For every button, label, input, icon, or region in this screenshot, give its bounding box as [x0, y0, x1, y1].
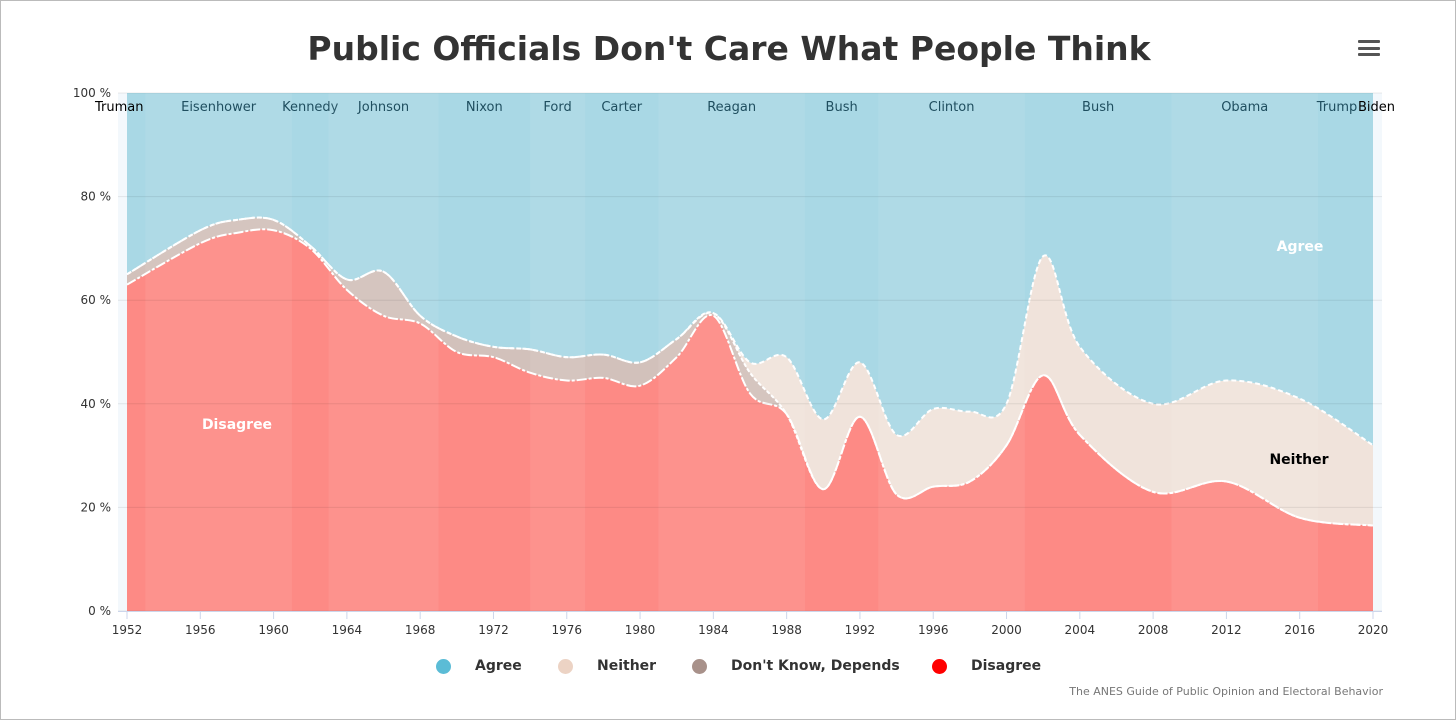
label-neither: Neither — [1269, 452, 1328, 468]
president-label: Johnson — [357, 100, 409, 115]
y-tick-label: 80 % — [81, 190, 112, 204]
menu-icon[interactable] — [1358, 40, 1380, 58]
y-tick-label: 20 % — [81, 500, 112, 514]
x-tick-label: 1972 — [478, 623, 509, 637]
series-line-neither — [126, 216, 1374, 447]
x-tick-label: 1968 — [405, 623, 436, 637]
president-band — [328, 93, 439, 611]
president-label: Reagan — [707, 100, 756, 115]
series-line-dont-know — [126, 216, 1374, 527]
area-agree — [127, 93, 1373, 446]
legend-label: Agree — [475, 658, 522, 674]
x-tick-label: 2012 — [1211, 623, 1242, 637]
y-tick-label: 100 % — [73, 86, 111, 100]
president-label: Ford — [543, 100, 571, 115]
series-line-disagree — [126, 228, 1374, 527]
x-tick-label: 1984 — [698, 623, 729, 637]
label-agree: Agree — [1277, 239, 1324, 255]
y-tick-label: 40 % — [81, 397, 112, 411]
x-tick-label: 2020 — [1358, 623, 1389, 637]
x-tick-label: 1992 — [845, 623, 876, 637]
president-label: Trump — [1316, 100, 1358, 115]
legend-dot-icon — [558, 658, 573, 674]
president-band — [658, 93, 805, 611]
legend-item[interactable]: Disagree — [932, 658, 1041, 674]
x-tick-label: 1996 — [918, 623, 949, 637]
x-tick-label: 2016 — [1284, 623, 1315, 637]
label-disagree: Disagree — [202, 417, 272, 433]
president-label: Bush — [826, 100, 858, 115]
president-band — [878, 93, 1025, 611]
president-label: Kennedy — [282, 100, 339, 115]
legend-dot-icon — [436, 658, 451, 674]
president-label: Biden — [1358, 100, 1395, 115]
president-label: Bush — [1082, 100, 1114, 115]
area-disagree — [127, 229, 1373, 611]
y-tick-label: 0 % — [88, 604, 111, 618]
president-label: Eisenhower — [181, 100, 257, 115]
x-tick-label: 1976 — [551, 623, 582, 637]
president-label: Clinton — [929, 100, 975, 115]
credit-text: The ANES Guide of Public Opinion and Ele… — [1069, 685, 1383, 698]
legend-label: Neither — [597, 658, 657, 674]
president-label: Obama — [1221, 100, 1268, 115]
x-tick-label: 1952 — [112, 623, 143, 637]
president-label: Truman — [94, 100, 143, 115]
legend-label: Disagree — [971, 658, 1042, 674]
x-tick-label: 1988 — [771, 623, 802, 637]
legend-label: Don't Know, Depends — [731, 658, 900, 674]
x-tick-label: 2008 — [1138, 623, 1169, 637]
president-band — [1171, 93, 1319, 611]
x-tick-label: 1964 — [332, 623, 363, 637]
legend-dot-icon — [932, 658, 947, 674]
legend-item[interactable]: Don't Know, Depends — [692, 658, 900, 674]
x-tick-label: 1960 — [258, 623, 289, 637]
x-tick-label: 2004 — [1065, 623, 1096, 637]
legend-item[interactable]: Neither — [558, 658, 656, 674]
legend-dot-icon — [692, 658, 707, 674]
president-band — [145, 93, 292, 611]
x-tick-label: 1956 — [185, 623, 216, 637]
president-label: Nixon — [466, 100, 503, 115]
x-tick-label: 2000 — [991, 623, 1022, 637]
president-label: Carter — [601, 100, 642, 115]
chart-title: Public Officials Don't Care What People … — [307, 29, 1151, 68]
y-tick-label: 60 % — [81, 293, 112, 307]
x-tick-label: 1980 — [625, 623, 656, 637]
legend-item[interactable]: Agree — [436, 658, 522, 674]
president-band — [530, 93, 586, 611]
